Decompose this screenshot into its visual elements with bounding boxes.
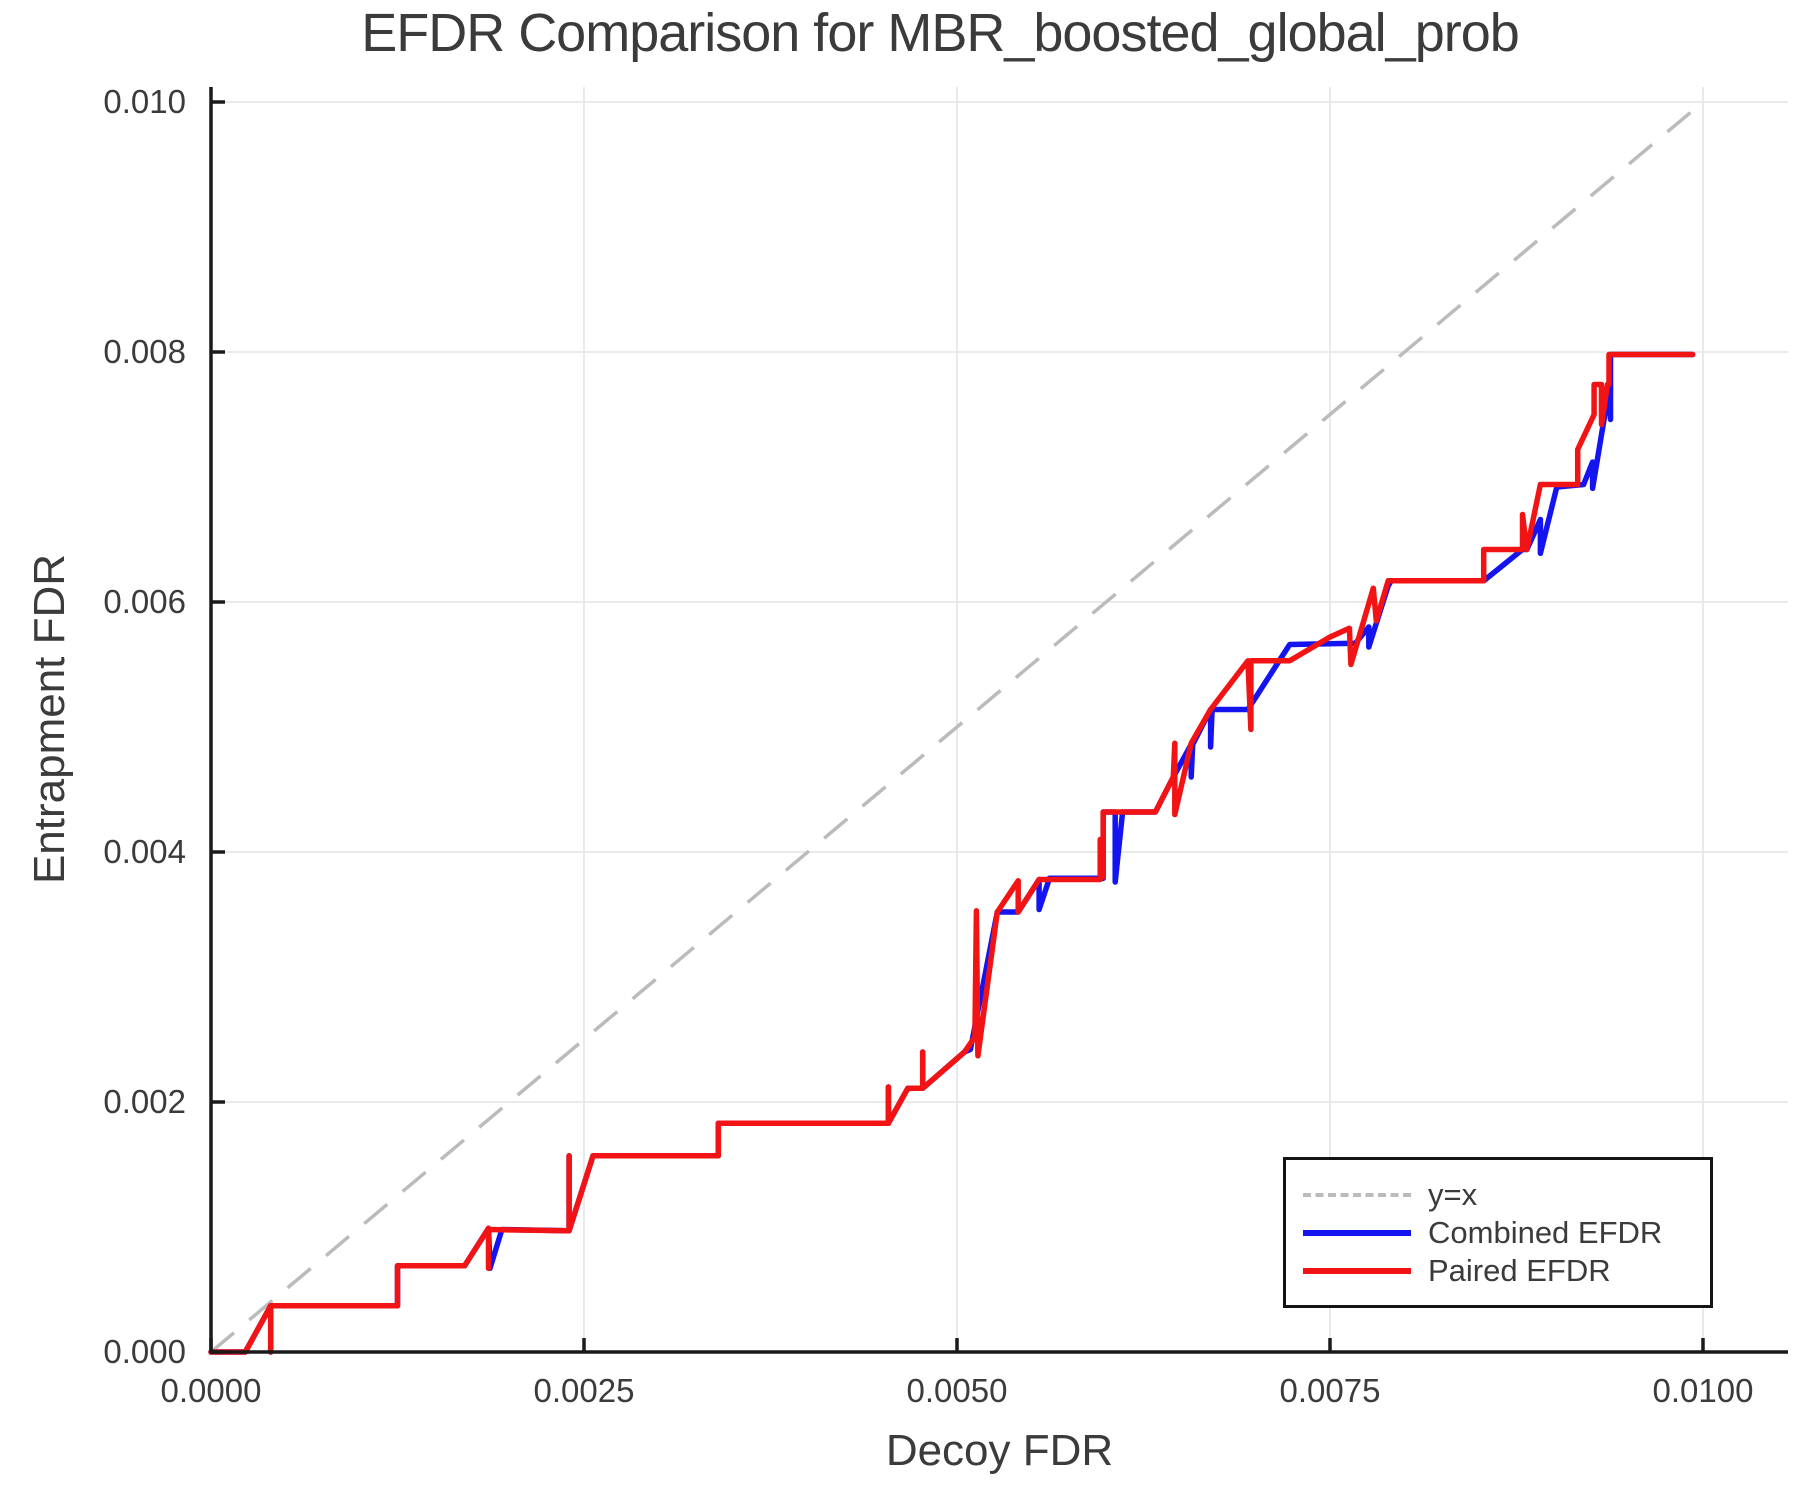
- legend: y=x Combined EFDR Paired EFDR: [1283, 1157, 1713, 1308]
- identity-line: [209, 105, 1699, 1354]
- legend-entry-paired: Paired EFDR: [1303, 1252, 1710, 1290]
- y-tick-label: 0.008: [103, 333, 186, 370]
- x-tick-label: 0.0000: [161, 1372, 262, 1409]
- y-axis-label: Entrapment FDR: [25, 553, 74, 885]
- legend-label-combined: Combined EFDR: [1428, 1215, 1663, 1250]
- y-tick-label: 0.006: [103, 583, 186, 620]
- x-axis-label: Decoy FDR: [885, 1426, 1114, 1475]
- identity-line-sample: [1303, 1192, 1411, 1197]
- x-tick-label: 0.0025: [534, 1372, 635, 1409]
- legend-label-paired: Paired EFDR: [1428, 1253, 1611, 1288]
- series-line-paired-efdr: [208, 351, 1696, 1355]
- x-tick-label: 0.0100: [1653, 1372, 1754, 1409]
- legend-entry-identity: y=x: [1303, 1176, 1710, 1214]
- x-tick-label: 0.0050: [907, 1372, 1008, 1409]
- chart-title: EFDR Comparison for MBR_boosted_global_p…: [361, 3, 1520, 63]
- legend-label-identity: y=x: [1428, 1177, 1478, 1212]
- y-tick-label: 0.004: [103, 833, 186, 870]
- x-tick-label: 0.0075: [1280, 1372, 1381, 1409]
- y-tick-label: 0.000: [103, 1333, 186, 1370]
- y-tick-label: 0.010: [103, 83, 186, 120]
- y-tick-label: 0.002: [103, 1083, 186, 1120]
- legend-entry-combined: Combined EFDR: [1303, 1214, 1710, 1252]
- combined-line-sample: [1303, 1229, 1411, 1236]
- paired-line-sample: [1303, 1267, 1411, 1274]
